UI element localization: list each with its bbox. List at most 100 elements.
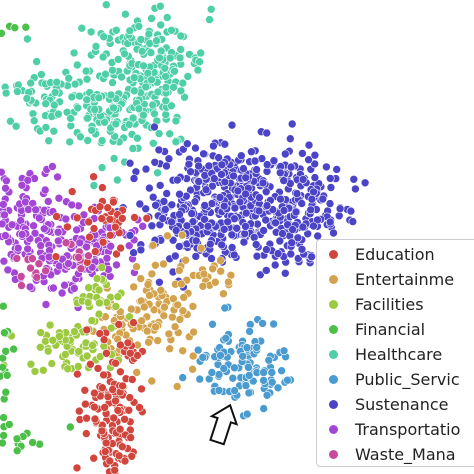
point-education <box>51 252 61 262</box>
point-healthcare <box>41 123 51 132</box>
point-healthcare <box>101 69 110 79</box>
point-public_servic <box>267 377 277 387</box>
point-education <box>125 393 135 402</box>
point-transportatio <box>82 242 91 252</box>
point-sustenance <box>351 184 360 194</box>
point-healthcare <box>120 49 129 59</box>
point-sustenance <box>304 155 313 164</box>
point-healthcare <box>99 32 108 42</box>
point-healthcare <box>64 73 73 83</box>
point-sustenance <box>252 165 261 174</box>
point-healthcare <box>156 20 165 30</box>
point-entertainme <box>219 289 228 299</box>
point-entertainme <box>129 282 138 292</box>
point-sustenance <box>167 200 177 210</box>
point-healthcare <box>144 29 154 39</box>
point-sustenance <box>275 168 285 178</box>
point-sustenance <box>306 205 316 215</box>
point-sustenance <box>175 189 184 199</box>
point-healthcare <box>124 120 134 129</box>
point-education <box>100 403 109 412</box>
point-healthcare <box>1 88 11 98</box>
point-facilities <box>87 316 97 325</box>
point-sustenance <box>210 174 219 183</box>
point-facilities <box>94 285 104 295</box>
point-entertainme <box>216 266 225 276</box>
point-facilities <box>70 327 79 336</box>
point-entertainme <box>196 243 206 253</box>
point-public_servic <box>195 374 204 384</box>
point-facilities <box>38 365 48 375</box>
point-education <box>116 243 125 253</box>
point-entertainme <box>189 327 198 337</box>
point-sustenance <box>145 183 154 193</box>
point-healthcare <box>50 88 60 97</box>
point-sustenance <box>261 215 271 225</box>
point-public_servic <box>242 343 252 352</box>
point-entertainme <box>143 280 153 289</box>
point-education <box>113 406 123 415</box>
point-healthcare <box>161 72 170 81</box>
point-healthcare <box>129 73 139 82</box>
point-sustenance <box>279 206 289 215</box>
point-entertainme <box>165 344 174 354</box>
point-public_servic <box>193 345 203 355</box>
point-transportatio <box>41 300 51 309</box>
point-entertainme <box>199 269 209 279</box>
point-entertainme <box>151 260 160 270</box>
point-facilities <box>125 312 134 322</box>
point-sustenance <box>318 194 328 204</box>
point-sustenance <box>288 225 297 234</box>
point-sustenance <box>232 224 241 233</box>
point-transportatio <box>31 205 41 215</box>
point-sustenance <box>190 197 200 206</box>
legend-swatch <box>329 249 338 259</box>
point-entertainme <box>147 269 157 279</box>
point-healthcare <box>98 52 108 62</box>
point-sustenance <box>217 160 227 170</box>
point-sustenance <box>209 141 218 151</box>
point-waste_mana <box>76 264 86 274</box>
point-sustenance <box>220 177 230 187</box>
point-transportatio <box>17 180 27 190</box>
point-transportatio <box>34 213 44 223</box>
point-healthcare <box>75 91 84 101</box>
arrow-annotation <box>209 403 239 446</box>
point-transportatio <box>43 197 53 206</box>
point-facilities <box>88 341 97 350</box>
point-waste_mana <box>28 254 37 263</box>
point-facilities <box>61 350 70 359</box>
point-entertainme <box>179 293 188 302</box>
legend-label: Sustenance <box>355 394 449 414</box>
point-healthcare <box>106 90 116 100</box>
point-facilities <box>97 263 107 272</box>
point-entertainme <box>136 274 145 283</box>
point-sustenance <box>141 164 151 174</box>
point-sustenance <box>326 183 336 192</box>
point-healthcare <box>87 125 96 135</box>
point-sustenance <box>291 207 301 217</box>
point-education <box>95 202 105 211</box>
point-education <box>118 442 127 452</box>
point-entertainme <box>188 302 198 311</box>
point-sustenance <box>276 194 285 204</box>
point-waste_mana <box>16 272 26 281</box>
point-sustenance <box>187 209 196 218</box>
point-healthcare <box>112 25 121 35</box>
point-public_servic <box>241 381 251 390</box>
point-healthcare <box>148 100 157 110</box>
legend-label: Facilities <box>355 294 424 314</box>
point-healthcare <box>147 14 156 23</box>
point-healthcare <box>108 66 117 75</box>
point-education <box>72 213 82 223</box>
point-sustenance <box>261 266 271 275</box>
point-entertainme <box>168 312 177 322</box>
point-entertainme <box>188 351 198 361</box>
point-sustenance <box>233 186 243 196</box>
point-entertainme <box>175 266 184 275</box>
legend-label: Financial <box>355 319 426 339</box>
point-healthcare <box>82 74 92 84</box>
point-entertainme <box>160 302 169 312</box>
point-entertainme <box>132 262 141 272</box>
point-sustenance <box>262 128 272 138</box>
